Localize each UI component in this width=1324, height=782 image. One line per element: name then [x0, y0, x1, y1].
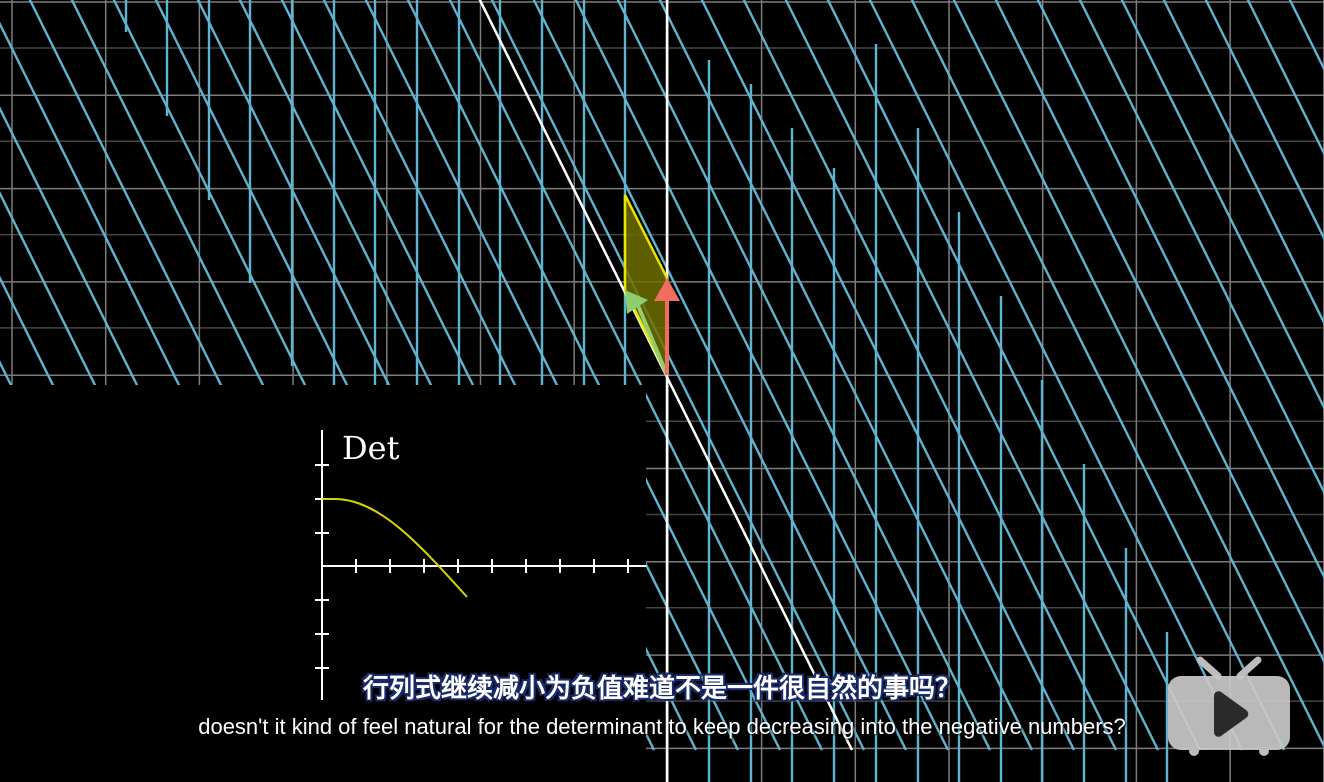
transformed-grid-line-diagonal — [1078, 0, 1324, 495]
transformed-grid-line-diagonal — [490, 0, 866, 751]
vector-i-arrow-icon — [625, 290, 648, 314]
tv-play-icon[interactable] — [1166, 656, 1292, 756]
subtitle-english: doesn't it kind of feel natural for the … — [198, 714, 1126, 739]
inset-ticks — [315, 464, 629, 669]
transformed-grid-line-diagonal — [364, 0, 740, 751]
transformed-grid-line-diagonal — [1120, 0, 1324, 411]
det-graph-inset: Det — [0, 385, 646, 782]
transformed-grid-line-diagonal — [448, 0, 824, 751]
transformed-grid-line-diagonal — [1036, 0, 1324, 580]
vector-i-shaft — [635, 302, 669, 376]
inset-det-label: Det — [342, 429, 400, 467]
transformed-grid-line-diagonal — [616, 0, 992, 751]
transformed-grid-line-diagonal — [1162, 0, 1324, 326]
transformed-grid-line-diagonal — [868, 0, 1244, 751]
transformed-grid-line-diagonal — [574, 0, 950, 751]
transformed-grid-line-diagonal — [826, 0, 1202, 751]
transformed-grid-line-diagonal — [994, 0, 1324, 665]
transformed-grid-line-diagonal — [784, 0, 1160, 751]
transformed-grid-line-diagonal — [1204, 0, 1324, 241]
transformed-grid-line-diagonal — [658, 0, 1034, 751]
transformed-grid-line-diagonal — [742, 0, 1118, 751]
transformed-grid-line-diagonal — [700, 0, 1076, 751]
det-curve — [322, 498, 468, 598]
transformed-grid-line-diagonal — [1246, 0, 1324, 157]
transformed-grid-line-diagonal — [532, 0, 908, 751]
transformed-grid-line-diagonal — [952, 0, 1324, 749]
subtitle-chinese: 行列式继续减小为负值难道不是一件很自然的事吗？ — [362, 674, 961, 704]
transformed-grid-line-diagonal — [910, 0, 1286, 751]
vector-j-arrow-icon — [654, 278, 680, 301]
transformed-grid-line-diagonal — [406, 0, 782, 751]
